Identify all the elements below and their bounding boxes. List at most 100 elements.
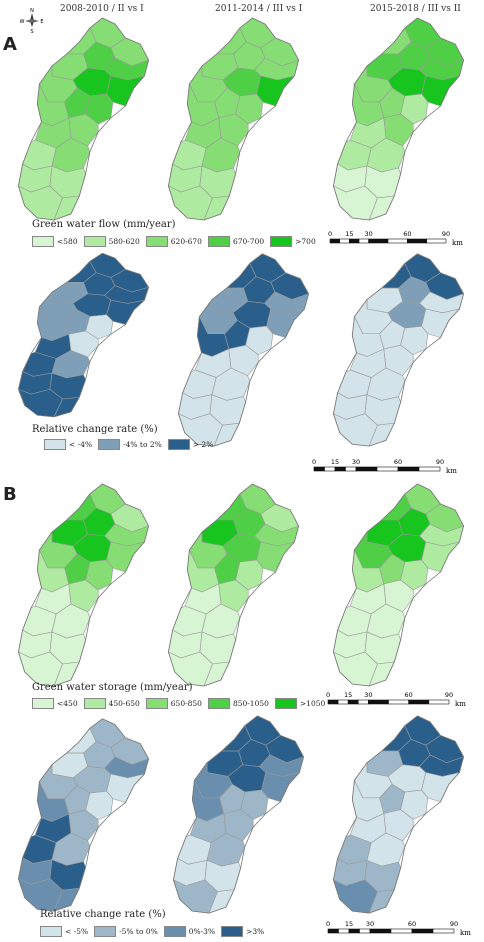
legend-storage: <450 450-650 650-850 850-1050 >1050 xyxy=(32,698,325,709)
legend-label: >1050 xyxy=(299,699,326,708)
basin-outline xyxy=(167,483,300,687)
scale-segment xyxy=(407,238,427,244)
legend-label: <450 xyxy=(57,699,78,708)
scale-segment xyxy=(327,699,339,705)
scale-tick-label: 60 xyxy=(408,920,416,928)
scale-segment xyxy=(388,699,409,705)
compass-n: N xyxy=(30,8,34,14)
scale-segment xyxy=(339,238,350,244)
scale-tick-label: 0 xyxy=(326,691,330,699)
scale-segment xyxy=(355,466,378,472)
legend-label: < -4% xyxy=(69,440,93,449)
scale-tick-label: 0 xyxy=(328,230,332,238)
legend-swatch xyxy=(270,236,293,247)
scale-tick-label: 90 xyxy=(450,920,458,928)
scale-segment xyxy=(408,699,430,705)
scale-tick-label: 15 xyxy=(344,691,352,699)
map-flow-2008-2010 xyxy=(17,17,150,221)
basin-outline xyxy=(332,253,465,447)
legend-label: 450-650 xyxy=(108,699,140,708)
scale-segment xyxy=(368,699,389,705)
scale-segment xyxy=(357,699,369,705)
legend-label: 650-850 xyxy=(170,699,202,708)
scale-segment xyxy=(345,466,357,472)
legend-label: -4% to 2% xyxy=(123,440,162,449)
scale-segment xyxy=(334,466,346,472)
scale-tick-label: 30 xyxy=(366,920,374,928)
legend-swatch xyxy=(83,698,106,709)
map-storage-2008-2010 xyxy=(17,483,150,687)
legend-label: 580-620 xyxy=(108,237,140,246)
map-flow-2011-2014 xyxy=(167,17,300,221)
basin-outline xyxy=(17,718,150,912)
basin-outline xyxy=(332,483,465,687)
legend-swatch xyxy=(32,236,54,247)
legend-swatch xyxy=(221,926,244,937)
scale-segment xyxy=(397,466,420,472)
scale-segment xyxy=(348,928,360,934)
scale-segment xyxy=(338,928,350,934)
legend-swatch xyxy=(98,439,121,450)
scale-tick-label: 0 xyxy=(326,920,330,928)
legend-swatch xyxy=(207,236,230,247)
legend-storage-title: Green water storage (mm/year) xyxy=(32,682,193,693)
legend-label: <580 xyxy=(57,237,78,246)
legend-swatch xyxy=(44,439,66,450)
scale-segment xyxy=(428,699,450,705)
legend-label: -5% to 0% xyxy=(119,927,158,936)
legend-item: < -4% xyxy=(44,439,92,450)
column-header-2: 2011-2014 / III vs I xyxy=(215,4,303,14)
compass-s: S xyxy=(30,29,33,34)
scale-tick-label: 30 xyxy=(352,458,360,466)
scale-tick-label: 15 xyxy=(345,230,353,238)
scale-tick-label: 0 xyxy=(312,458,316,466)
legend-item: 620-670 xyxy=(145,236,202,247)
legend-item: -4% to 2% xyxy=(98,439,162,450)
basin-outline xyxy=(17,252,150,418)
legend-swatch xyxy=(32,698,54,709)
map-flow-change-2011-2014 xyxy=(177,253,310,447)
basin-outline xyxy=(177,253,310,447)
basin-outline xyxy=(172,715,305,914)
scale-unit: km xyxy=(460,929,471,937)
scale-unit: km xyxy=(452,239,463,247)
legend-swatch xyxy=(145,698,168,709)
basin-outline xyxy=(17,483,150,687)
legend-item: < -5% xyxy=(40,926,88,937)
scale-tick-label: 60 xyxy=(403,230,411,238)
map-flow-change-2015-2018 xyxy=(332,253,465,447)
map-flow-change-2008-2010 xyxy=(17,252,150,418)
legend-item: -5% to 0% xyxy=(94,926,158,937)
scale-tick-label: 15 xyxy=(345,920,353,928)
legend-storage-change: < -5% -5% to 0% 0%-3% >3% xyxy=(40,926,264,937)
legend-item: >3% xyxy=(221,926,264,937)
scale-segment xyxy=(390,928,413,934)
column-header-1: 2008-2010 / II vs I xyxy=(60,4,144,14)
scale-tick-label: 90 xyxy=(436,458,444,466)
scale-segment xyxy=(329,238,340,244)
scale-segment xyxy=(432,928,455,934)
scale-tick-label: 30 xyxy=(364,691,372,699)
legend-label: >3% xyxy=(246,927,265,936)
legend-item: 650-850 xyxy=(145,698,202,709)
legend-swatch xyxy=(94,926,117,937)
map-storage-change-2011-2014 xyxy=(172,715,305,914)
map-storage-change-2008-2010 xyxy=(17,718,150,912)
legend-label: 850-1050 xyxy=(232,699,269,708)
legend-item: >1050 xyxy=(274,698,326,709)
map-storage-change-2015-2018 xyxy=(332,715,465,914)
legend-swatch xyxy=(145,236,168,247)
basin-outline xyxy=(167,17,300,221)
legend-swatch xyxy=(274,698,297,709)
scale-segment xyxy=(369,928,392,934)
legend-flow-change: < -4% -4% to 2% > 2% xyxy=(44,439,213,450)
legend-item: 580-620 xyxy=(83,236,140,247)
map-flow-2015-2018 xyxy=(332,17,465,221)
scale-segment xyxy=(313,466,325,472)
legend-label: 670-700 xyxy=(232,237,265,246)
basin-outline xyxy=(332,715,465,914)
scale-unit: km xyxy=(446,467,457,475)
